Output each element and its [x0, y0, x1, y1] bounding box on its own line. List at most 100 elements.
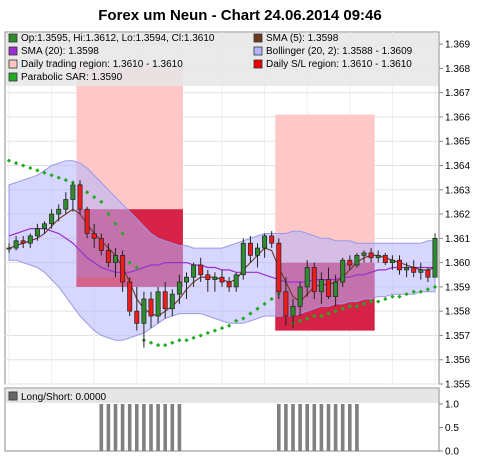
sar-dot: [234, 318, 239, 324]
legend-swatch-slregion: [253, 59, 263, 69]
sar-dot: [106, 211, 111, 217]
candle-up: [233, 274, 239, 288]
candle-down: [205, 274, 211, 280]
long-short-bar: [298, 404, 302, 451]
candle-up: [113, 254, 118, 263]
candle-down: [91, 233, 97, 239]
long-short-bar: [291, 404, 295, 451]
candle-up: [49, 213, 55, 225]
candle-up: [262, 235, 268, 249]
candle-up: [34, 228, 40, 237]
long-short-bar: [305, 404, 309, 451]
candle-down: [347, 259, 353, 266]
sar-dot: [191, 335, 196, 340]
candle-down: [411, 267, 417, 273]
y-tick-label: 1.355: [445, 380, 470, 391]
sar-dot: [113, 221, 118, 226]
long-short-bar: [127, 404, 132, 451]
candle-down: [283, 291, 289, 317]
ls-y-tick-label: 0.0: [445, 447, 459, 457]
y-tick-label: 1.366: [445, 112, 470, 123]
candle-up: [340, 259, 346, 283]
sar-dot: [418, 289, 423, 294]
sar-dot: [63, 177, 68, 183]
long-short-plot: Long/Short: 0.0000 1.0 0.5 0.0: [4, 387, 459, 457]
candle-down: [198, 264, 204, 276]
long-short-bar: [348, 404, 352, 451]
sar-dot: [92, 194, 97, 200]
y-tick-label: 1.356: [445, 355, 470, 366]
sar-dot: [347, 304, 352, 309]
candle-up: [212, 276, 218, 280]
candle-down: [162, 291, 168, 310]
candle-up: [42, 223, 47, 229]
long-short-bar: [333, 404, 338, 451]
sar-dot: [312, 313, 317, 319]
long-short-bar: [312, 404, 317, 451]
sar-dot: [21, 163, 26, 168]
sar-dot: [368, 299, 374, 304]
legend-swatch-sma20: [8, 46, 18, 56]
legend-swatch-sma5: [253, 33, 263, 43]
long-short-y-axis: 1.0 0.5 0.0: [439, 400, 459, 457]
long-short-bar: [120, 404, 125, 451]
sar-dot: [397, 294, 402, 299]
sar-dot: [6, 158, 12, 163]
long-short-bar: [106, 404, 111, 451]
candle-down: [397, 259, 402, 271]
sar-dot: [226, 323, 232, 328]
sar-dot: [155, 343, 161, 348]
long-short-bars: [99, 404, 359, 451]
candle-down: [105, 250, 111, 263]
sar-dot: [241, 316, 246, 321]
candle-up: [418, 269, 424, 273]
candle-up: [375, 254, 381, 259]
long-short-bar: [135, 404, 139, 451]
sar-dot: [127, 260, 132, 265]
long-short-bar: [142, 404, 146, 451]
long-short-bar: [319, 404, 324, 451]
candle-down: [134, 310, 140, 324]
sar-dot: [411, 289, 416, 294]
candle-down: [311, 267, 317, 293]
long-short-bar: [177, 404, 182, 451]
candle-up: [432, 237, 438, 278]
legend-label-boll: Bollinger (20, 2): 1.3588 - 1.3609: [266, 46, 413, 57]
sar-dot: [376, 299, 381, 304]
sar-dot: [134, 265, 139, 270]
sar-dot: [383, 296, 388, 302]
main-plot: 1.369 1.368 1.367 1.366 1.365 1.364 1.363 1.362…: [4, 31, 470, 391]
sar-dot: [354, 304, 360, 309]
candle-down: [368, 252, 374, 259]
sar-dot: [177, 338, 182, 343]
ls-y-tick-label: 0.5: [445, 423, 459, 434]
candle-up: [389, 259, 395, 263]
candle-down: [382, 254, 388, 263]
long-short-bar: [99, 404, 104, 451]
candle-down: [148, 298, 154, 317]
legend-swatch-sar: [8, 72, 18, 82]
y-tick-label: 1.357: [445, 331, 470, 342]
y-tick-label: 1.369: [445, 40, 470, 51]
sar-dot: [432, 284, 438, 290]
candle-up: [63, 199, 69, 210]
candle-down: [247, 242, 253, 256]
sar-dot: [205, 330, 210, 336]
chart-title: Forex um Neun - Chart 24.06.2014 09:46: [98, 7, 381, 24]
sar-dot: [425, 287, 431, 292]
candle-up: [318, 279, 324, 293]
candle-up: [290, 305, 296, 317]
sar-dot: [13, 160, 19, 166]
y-tick-label: 1.361: [445, 234, 470, 245]
candle-down: [84, 208, 90, 234]
candlesticks: [6, 180, 438, 348]
sar-dot: [184, 338, 189, 343]
long-short-bar: [355, 404, 359, 451]
sar-dot: [148, 340, 154, 345]
sar-dot: [390, 294, 395, 299]
y-tick-label: 1.364: [445, 161, 470, 172]
candle-up: [354, 254, 360, 266]
candle-down: [20, 240, 26, 244]
sar-dot: [319, 313, 324, 319]
candle-up: [184, 276, 189, 283]
